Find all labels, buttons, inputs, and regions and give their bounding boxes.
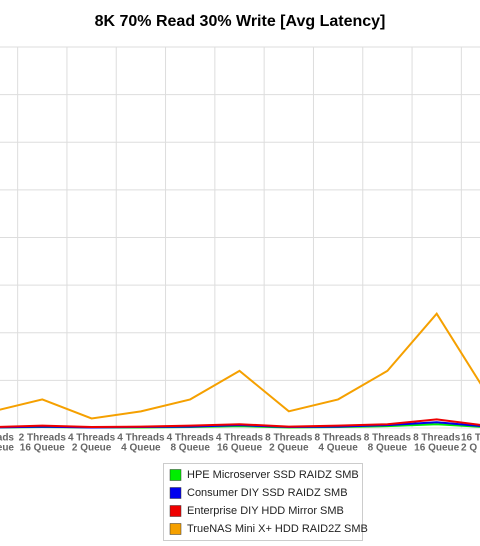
x-tick-label: 8 Threads xyxy=(265,433,313,444)
x-tick-label: 8 Threads xyxy=(364,433,412,444)
x-tick-label: 4 Threads xyxy=(216,433,264,444)
legend-swatch xyxy=(169,523,182,535)
x-tick-label: 2 Q xyxy=(461,443,477,454)
legend-swatch xyxy=(169,469,182,481)
x-tick-label: 4 Threads xyxy=(68,433,116,444)
legend-label: TrueNAS Mini X+ HDD RAID2Z SMB xyxy=(187,523,368,535)
x-tick-label: 4 Threads xyxy=(117,433,165,444)
legend-swatch xyxy=(169,505,182,517)
line-series xyxy=(0,418,480,429)
x-tick-label: 8 Threads xyxy=(314,433,362,444)
x-tick-label: 16 Queue xyxy=(217,443,262,454)
x-tick-label: 2 Queue xyxy=(72,443,112,454)
chart-title: 8K 70% Read 30% Write [Avg Latency] xyxy=(95,13,386,30)
x-tick-label: 4 Queue xyxy=(318,443,358,454)
legend-label: Consumer DIY SSD RAIDZ SMB xyxy=(187,487,348,499)
legend-label: Enterprise DIY HDD Mirror SMB xyxy=(187,505,344,517)
legend-label: HPE Microserver SSD RAIDZ SMB xyxy=(187,469,359,481)
x-tick-label: ueue xyxy=(0,443,14,454)
x-tick-label: 8 Threads xyxy=(413,433,461,444)
x-tick-label: 2 Queue xyxy=(269,443,309,454)
x-tick-label: 16 Queue xyxy=(414,443,459,454)
x-tick-label: 2 Threads xyxy=(19,433,67,444)
x-tick-label: 16 Queue xyxy=(20,443,65,454)
x-tick-label: 8 Queue xyxy=(368,443,408,454)
x-tick-label: 16 Th xyxy=(461,433,480,444)
x-tick-label: 4 Queue xyxy=(121,443,161,454)
x-tick-label: reads xyxy=(0,433,14,444)
legend xyxy=(163,463,363,541)
x-tick-label: 8 Queue xyxy=(170,443,210,454)
x-tick-label: 4 Threads xyxy=(167,433,215,444)
legend-swatch xyxy=(169,487,182,499)
line-series xyxy=(0,312,480,420)
